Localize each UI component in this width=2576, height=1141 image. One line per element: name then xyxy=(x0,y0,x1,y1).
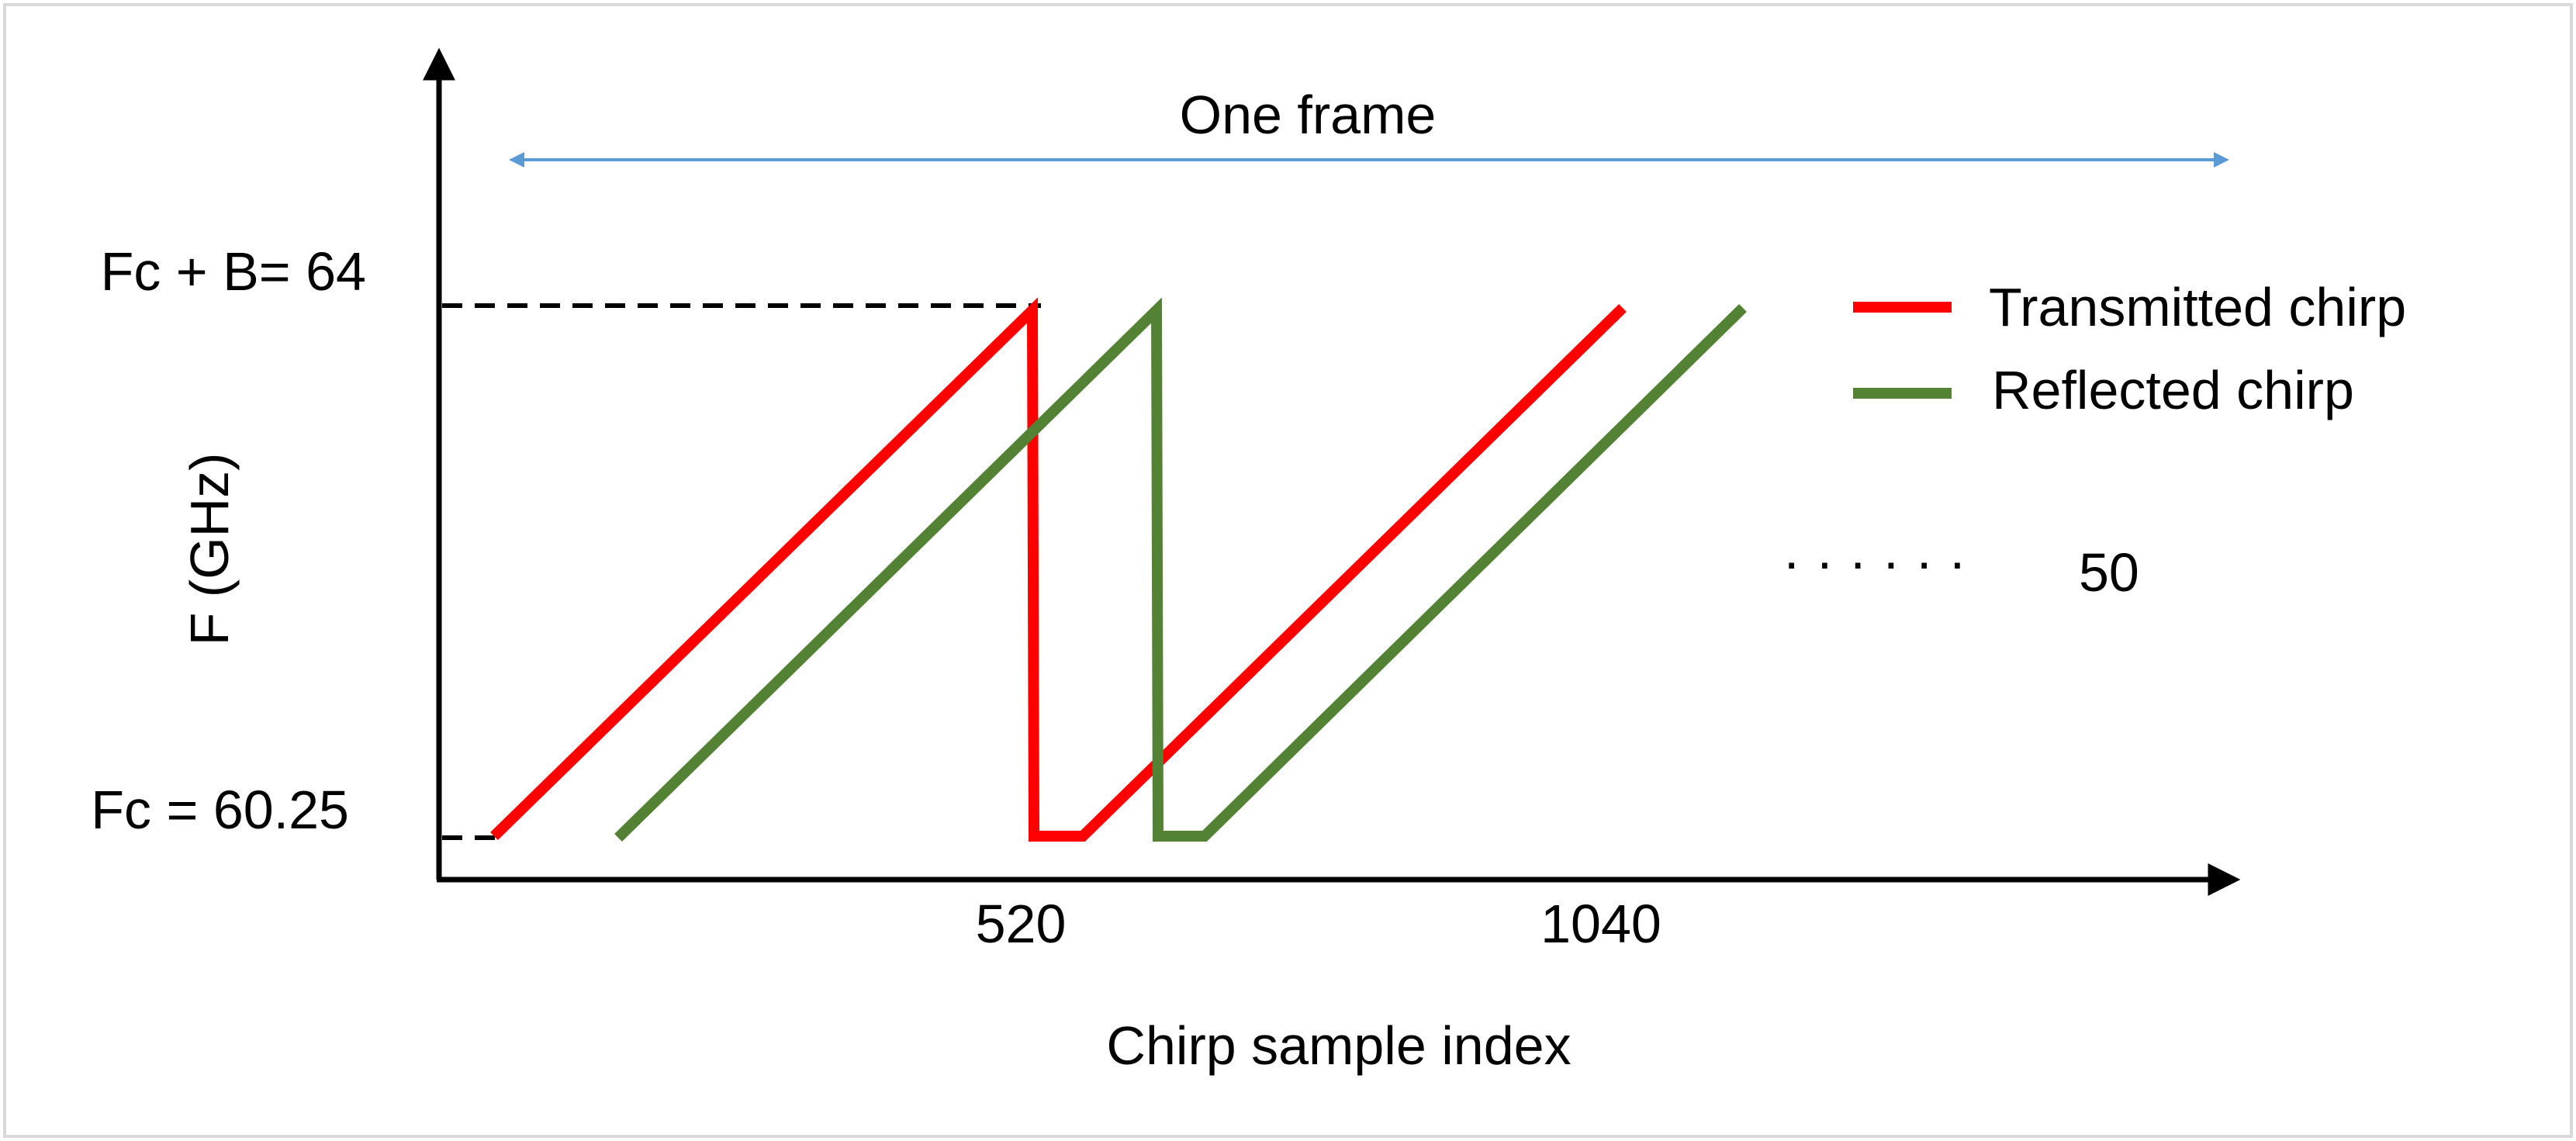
legend-reflected-label: Reflected chirp xyxy=(1992,360,2354,420)
y-top-label: Fc + B= 64 xyxy=(101,241,366,302)
y-bottom-label: Fc = 60.25 xyxy=(91,780,349,840)
x-axis-label: Chirp sample index xyxy=(1106,1015,1571,1076)
legend-transmitted-label: Transmitted chirp xyxy=(1989,277,2406,337)
legend: Transmitted chirp Reflected chirp xyxy=(1853,277,2406,420)
chirp-count-label: 50 xyxy=(2079,542,2139,603)
transmitted-chirp-line xyxy=(490,297,1627,842)
figure-border xyxy=(3,3,2573,1138)
y-axis-label: F (GHz) xyxy=(179,453,240,646)
frame-label: One frame xyxy=(1180,85,1437,145)
repetition-ellipsis: · · · · · · xyxy=(1782,531,1966,592)
x-tick-1040: 1040 xyxy=(1540,894,1661,954)
x-tick-520: 520 xyxy=(976,894,1067,954)
reflected-chirp-line xyxy=(614,297,1747,842)
